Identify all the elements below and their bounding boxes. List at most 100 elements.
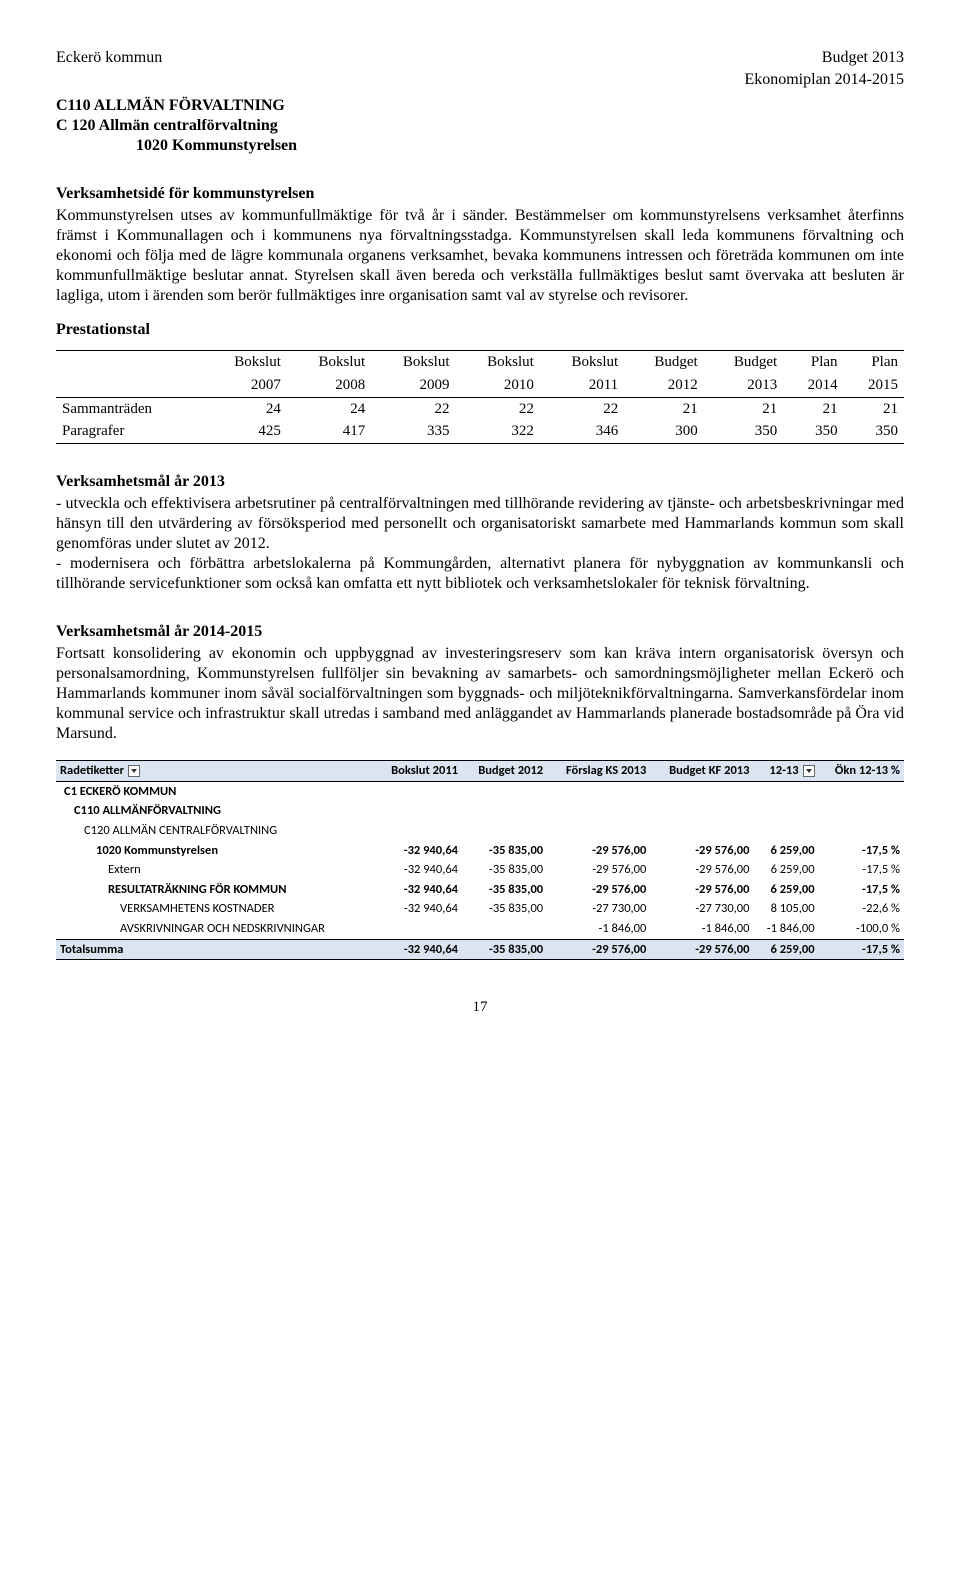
cell: -35 835,00 [462,860,547,880]
col-year: 2007 [203,374,287,397]
col-blank [56,351,203,374]
cell: -22,6 % [819,899,904,919]
mal2014-body: Fortsatt konsolidering av ekonomin och u… [56,644,904,744]
cell: -29 576,00 [650,860,753,880]
mal2013-title: Verksamhetsmål år 2013 [56,472,904,492]
cell: -27 730,00 [547,899,650,919]
col-bokslut: Bokslut [540,351,624,374]
row-label: Paragrafer [56,420,203,443]
row-label: Extern [56,860,375,880]
cell: -17,5 % [819,860,904,880]
col-year: 2011 [540,374,624,397]
cell: -17,5 % [819,939,904,960]
cell: -17,5 % [819,880,904,900]
cell: -29 576,00 [547,939,650,960]
budget-row-extern: Extern -32 940,64 -35 835,00 -29 576,00 … [56,860,904,880]
col-year: 2013 [704,374,784,397]
col-year: 2010 [456,374,540,397]
filter-dropdown-icon[interactable] [128,765,140,777]
col-year: 2014 [783,374,843,397]
col-bokslut: Bokslut [456,351,540,374]
row-label: VERKSAMHETENS KOSTNADER [56,899,375,919]
prestationstal-table: Bokslut Bokslut Bokslut Bokslut Bokslut … [56,350,904,444]
cell: 6 259,00 [753,880,818,900]
filter-dropdown-icon[interactable] [803,765,815,777]
col-plan: Plan [844,351,904,374]
cell: 24 [203,397,287,420]
budget-row-c1: C1 ECKERÖ KOMMUN [56,781,904,801]
budget-row-resultat: RESULTATRÄKNING FÖR KOMMUN -32 940,64 -3… [56,880,904,900]
budget-col-radetiketter: Radetiketter [56,761,375,782]
prestation-head-top: Bokslut Bokslut Bokslut Bokslut Bokslut … [56,351,904,374]
cell: -29 576,00 [547,860,650,880]
cell: 350 [783,420,843,443]
cell: -29 576,00 [547,880,650,900]
header-org: Eckerö kommun [56,48,162,68]
cell: -1 846,00 [753,919,818,939]
cell: -32 940,64 [375,899,462,919]
cell: -35 835,00 [462,880,547,900]
row-label: 1020 Kommunstyrelsen [56,841,375,861]
cell: -32 940,64 [375,880,462,900]
cell: -32 940,64 [375,841,462,861]
row-label: C110 ALLMÄNFÖRVALTNING [56,801,375,821]
cell: -29 576,00 [547,841,650,861]
row-label: RESULTATRÄKNING FÖR KOMMUN [56,880,375,900]
col-blank [56,374,203,397]
cell: -100,0 % [819,919,904,939]
budget-row-verksamhetens: VERKSAMHETENS KOSTNADER -32 940,64 -35 8… [56,899,904,919]
mal2013-p1: - utveckla och effektivisera arbetsrutin… [56,494,904,554]
budget-row-1020: 1020 Kommunstyrelsen -32 940,64 -35 835,… [56,841,904,861]
cell: 24 [287,397,371,420]
prestation-row-paragrafer: Paragrafer 425 417 335 322 346 300 350 3… [56,420,904,443]
prestation-head-years: 2007 2008 2009 2010 2011 2012 2013 2014 … [56,374,904,397]
col-plan: Plan [783,351,843,374]
col-bokslut: Bokslut [371,351,455,374]
col-year: 2009 [371,374,455,397]
budget-col-1213: 12-13 [753,761,818,782]
prestationstal-label: Prestationstal [56,320,904,340]
col-budget: Budget [624,351,704,374]
cell: -29 576,00 [650,841,753,861]
budget-col-bokslut2011: Bokslut 2011 [375,761,462,782]
page-number: 17 [56,998,904,1017]
cell: -32 940,64 [375,939,462,960]
col-year: 2012 [624,374,704,397]
cell: 6 259,00 [753,860,818,880]
budget-col-okn1213: Ökn 12-13 % [819,761,904,782]
cell: 8 105,00 [753,899,818,919]
cell: 350 [844,420,904,443]
row-label: AVSKRIVNINGAR OCH NEDSKRIVNINGAR [56,919,375,939]
cell: -1 846,00 [650,919,753,939]
mal2014-title: Verksamhetsmål år 2014-2015 [56,622,904,642]
cell: 21 [783,397,843,420]
cell: 350 [704,420,784,443]
row-label: C120 ALLMÄN CENTRALFÖRVALTNING [56,821,375,841]
cell: 425 [203,420,287,443]
section-titles: C110 ALLMÄN FÖRVALTNING C 120 Allmän cen… [56,96,904,156]
section-c110: C110 ALLMÄN FÖRVALTNING [56,96,904,116]
budget-header-row: Radetiketter Bokslut 2011 Budget 2012 Fö… [56,761,904,782]
cell: 335 [371,420,455,443]
section-c120: C 120 Allmän centralförvaltning [56,116,904,136]
row-label: Totalsumma [56,939,375,960]
cell: -32 940,64 [375,860,462,880]
budget-row-avskrivningar: AVSKRIVNINGAR OCH NEDSKRIVNINGAR -1 846,… [56,919,904,939]
cell [462,919,547,939]
cell: -17,5 % [819,841,904,861]
header-ekonomiplan: Ekonomiplan 2014-2015 [56,70,904,90]
row-label: Sammanträden [56,397,203,420]
budget-row-c120: C120 ALLMÄN CENTRALFÖRVALTNING [56,821,904,841]
cell: 6 259,00 [753,841,818,861]
page-header: Eckerö kommun Budget 2013 [56,48,904,68]
prestation-row-sammantraden: Sammanträden 24 24 22 22 22 21 21 21 21 [56,397,904,420]
cell: 21 [844,397,904,420]
cell: 346 [540,420,624,443]
cell: -35 835,00 [462,899,547,919]
cell: 300 [624,420,704,443]
cell: -35 835,00 [462,841,547,861]
col-year: 2015 [844,374,904,397]
budget-col-forslag2013: Förslag KS 2013 [547,761,650,782]
cell: -29 576,00 [650,939,753,960]
cell: 6 259,00 [753,939,818,960]
